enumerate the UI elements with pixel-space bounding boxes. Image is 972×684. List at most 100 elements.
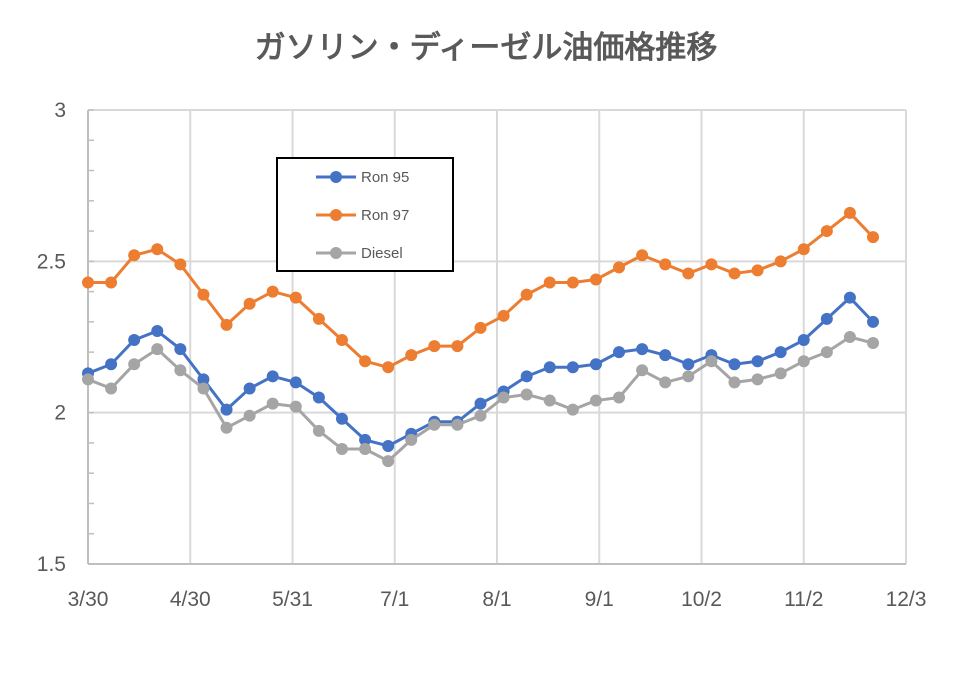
data-point — [751, 355, 764, 368]
data-point — [105, 358, 118, 371]
data-point — [289, 400, 302, 413]
series-diesel — [82, 331, 880, 468]
data-point — [474, 397, 487, 410]
data-point — [105, 382, 118, 395]
data-point — [174, 364, 187, 377]
data-point — [520, 370, 533, 383]
data-point — [451, 418, 464, 431]
legend-label: Ron 97 — [361, 207, 409, 224]
data-point — [636, 249, 649, 262]
x-tick-label: 10/2 — [681, 588, 722, 611]
series-ron-95 — [82, 291, 880, 452]
data-point — [474, 409, 487, 422]
data-point — [728, 267, 741, 280]
data-point — [266, 397, 279, 410]
data-point — [243, 297, 256, 310]
data-point — [359, 442, 372, 455]
x-tick-label: 4/30 — [170, 588, 211, 611]
data-point — [520, 288, 533, 301]
data-point — [497, 391, 510, 404]
data-point — [659, 258, 672, 271]
data-point — [220, 421, 233, 434]
data-point — [589, 394, 602, 407]
data-point — [659, 349, 672, 362]
data-point — [867, 337, 880, 350]
data-point — [151, 243, 164, 256]
data-point — [636, 364, 649, 377]
data-point — [451, 340, 464, 353]
data-point — [705, 355, 718, 368]
legend-box — [276, 157, 454, 272]
data-point — [382, 361, 395, 374]
data-point — [128, 334, 141, 347]
data-point — [359, 355, 372, 368]
x-tick-label: 12/3 — [886, 588, 927, 611]
data-point — [474, 321, 487, 334]
data-point — [797, 355, 810, 368]
data-point — [82, 276, 94, 289]
data-point — [82, 373, 94, 386]
data-point — [243, 382, 256, 395]
legend-marker — [330, 209, 342, 221]
legend-label: Ron 95 — [361, 169, 409, 186]
data-point — [589, 358, 602, 371]
data-point — [335, 334, 348, 347]
data-point — [636, 343, 649, 356]
data-point — [843, 291, 856, 304]
data-point — [543, 276, 556, 289]
data-point — [289, 376, 302, 389]
data-point — [128, 249, 141, 262]
data-point — [820, 346, 833, 359]
data-point — [797, 334, 810, 347]
data-point — [774, 255, 787, 268]
data-point — [105, 276, 118, 289]
data-point — [797, 243, 810, 256]
data-point — [566, 361, 579, 374]
data-point — [335, 412, 348, 425]
data-point — [197, 373, 210, 386]
data-point — [820, 225, 833, 238]
data-point — [197, 288, 210, 301]
legend-marker — [330, 171, 342, 183]
data-point — [266, 285, 279, 298]
x-tick-label: 5/31 — [272, 588, 313, 611]
y-tick-label: 3 — [54, 99, 66, 122]
data-point — [243, 409, 256, 422]
legend: Ron 95 Ron 97 Diesel — [276, 157, 454, 272]
data-point — [220, 318, 233, 331]
data-point — [428, 418, 441, 431]
y-tick-label: 2 — [54, 402, 66, 425]
data-point — [543, 394, 556, 407]
data-point — [751, 264, 764, 277]
data-point — [174, 343, 187, 356]
data-point — [543, 361, 556, 374]
y-tick-label: 2.5 — [37, 250, 66, 273]
data-point — [728, 358, 741, 371]
data-point — [682, 267, 695, 280]
data-point — [382, 439, 395, 452]
x-tick-label: 8/1 — [482, 588, 511, 611]
data-point — [820, 312, 833, 325]
data-point — [520, 388, 533, 401]
data-point — [867, 315, 880, 328]
data-point — [682, 370, 695, 383]
x-tick-label: 7/1 — [380, 588, 409, 611]
data-point — [151, 324, 164, 337]
data-point — [774, 346, 787, 359]
data-point — [128, 358, 141, 371]
x-tick-label: 9/1 — [585, 588, 614, 611]
data-point — [843, 331, 856, 343]
data-point — [613, 261, 626, 274]
data-point — [659, 376, 672, 389]
data-point — [566, 276, 579, 289]
data-point — [174, 258, 187, 271]
y-tick-label: 1.5 — [37, 553, 66, 576]
data-point — [312, 391, 325, 404]
data-point — [566, 403, 579, 416]
data-point — [682, 358, 695, 371]
chart-title: ガソリン・ディーゼル油価格推移 — [254, 30, 718, 66]
data-point — [266, 370, 279, 383]
data-point — [289, 291, 302, 304]
data-point — [312, 424, 325, 437]
